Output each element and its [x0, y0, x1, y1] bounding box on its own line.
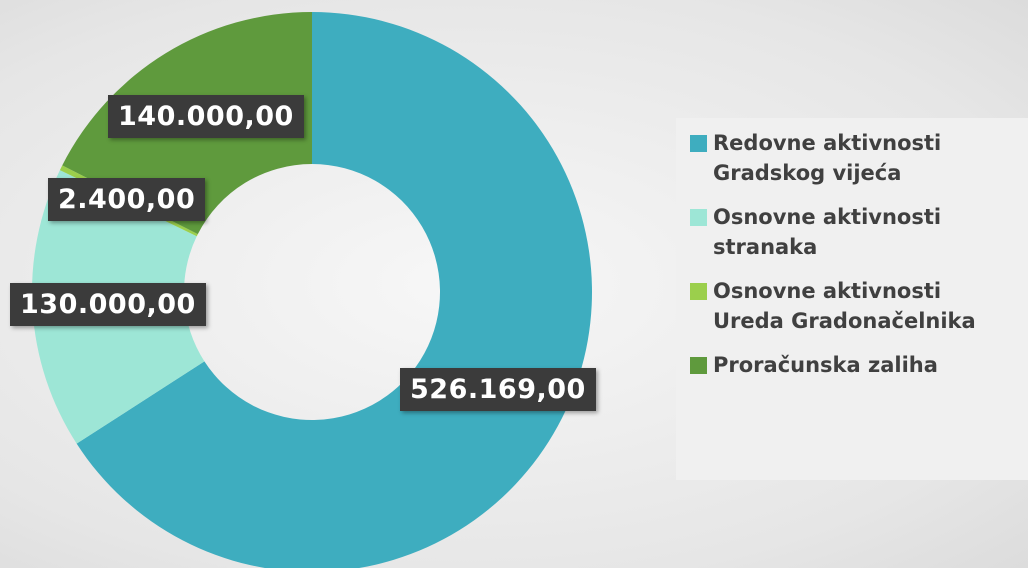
legend-label: Osnovne aktivnosti stranaka	[713, 205, 942, 259]
data-label: 130.000,00	[10, 283, 206, 326]
donut-segment	[76, 12, 592, 568]
data-label: 526.169,00	[400, 368, 596, 411]
data-label: 140.000,00	[108, 95, 304, 138]
legend-swatch	[690, 357, 707, 374]
legend-swatch	[690, 209, 707, 226]
legend-label: Proračunska zaliha	[713, 353, 938, 377]
legend-entry: Osnovne aktivnosti Ureda Gradonačelnika	[690, 276, 1028, 336]
legend-entry: Proračunska zaliha	[690, 350, 1028, 380]
legend-label: Redovne aktivnosti Gradskog vijeća	[713, 131, 942, 185]
legend-label: Osnovne aktivnosti Ureda Gradonačelnika	[713, 279, 976, 333]
legend-entry: Osnovne aktivnosti stranaka	[690, 202, 1028, 262]
legend-swatch	[690, 135, 707, 152]
data-label: 2.400,00	[48, 178, 206, 221]
legend-entry: Redovne aktivnosti Gradskog vijeća	[690, 128, 1028, 188]
legend: Redovne aktivnosti Gradskog vijeća Osnovn…	[676, 118, 1028, 480]
legend-swatch	[690, 283, 707, 300]
